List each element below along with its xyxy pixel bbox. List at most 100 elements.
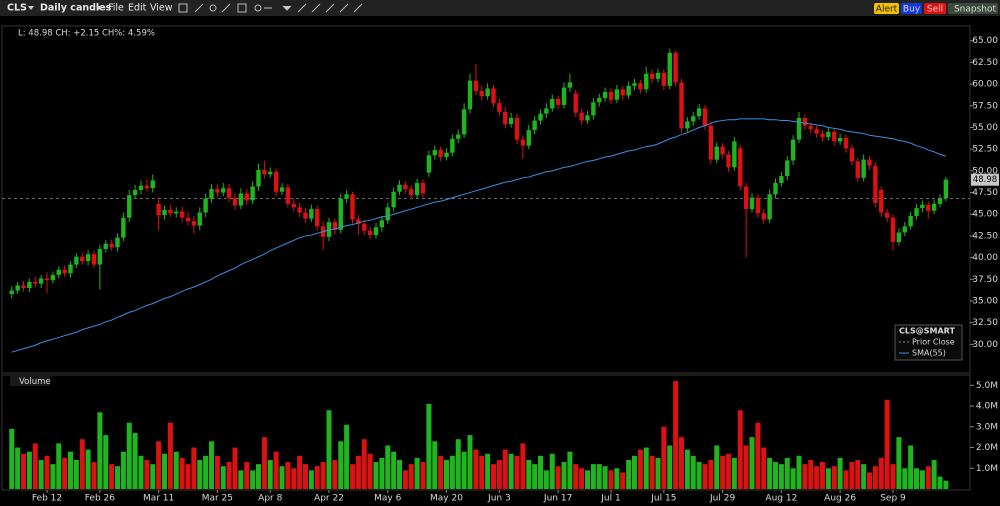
buy-button[interactable] [901, 3, 922, 14]
volume-bar [943, 480, 949, 489]
candle-body [491, 88, 496, 104]
candle-body [497, 103, 502, 112]
volume-bar [179, 457, 185, 489]
candle-body [538, 113, 543, 121]
dropdown-arrow[interactable] [96, 6, 102, 10]
candle-body [485, 88, 490, 97]
legend-prior-close[interactable]: Prior Close [912, 338, 955, 347]
candle-body [743, 186, 749, 210]
volume-bar [314, 466, 320, 489]
candle-body [567, 82, 573, 88]
x-tick-label: Jul 1 [600, 494, 620, 504]
sell-label[interactable]: Sell [927, 5, 943, 15]
volume-bar [62, 457, 68, 489]
volume-bar [367, 453, 373, 489]
menu-edit[interactable]: Edit [128, 3, 147, 14]
alert-button[interactable] [874, 3, 899, 14]
dropdown-arrow[interactable] [28, 6, 34, 10]
candle-body [68, 264, 73, 274]
candle-body [767, 194, 772, 220]
volume-bar [355, 455, 361, 489]
volume-bar [79, 439, 85, 489]
candle-body [397, 184, 402, 192]
y-tick-label: 60.00 [972, 80, 998, 90]
candle-body [409, 189, 414, 196]
snapshot-label[interactable]: Snapshot [954, 5, 997, 15]
snapshot-button[interactable] [948, 3, 998, 14]
volume-bar [191, 447, 197, 489]
candle-body [673, 52, 678, 83]
candle-body [62, 269, 67, 274]
candle-body [209, 189, 214, 199]
candle-body [632, 83, 637, 86]
period[interactable]: Daily candles [40, 3, 112, 14]
alert-label[interactable]: Alert [876, 5, 898, 15]
candle-body [91, 254, 97, 265]
candle-body [937, 198, 943, 204]
sell-button[interactable] [924, 3, 946, 14]
candle-body [514, 117, 520, 140]
volume-bar [402, 470, 408, 489]
candle-body [432, 150, 437, 156]
candle-body [808, 125, 813, 130]
volume-bar [479, 455, 485, 489]
candle-body [85, 254, 91, 262]
volume-bar [585, 470, 590, 489]
tool-icons[interactable] [178, 3, 363, 13]
volume-bar [167, 422, 173, 489]
candle-body [38, 278, 44, 284]
candle-body [820, 133, 825, 138]
volume-bar [379, 457, 385, 489]
legend-sma[interactable]: SMA(55) [912, 349, 946, 358]
candle-body [9, 290, 14, 295]
candle-body [297, 207, 302, 213]
toolbar [0, 0, 1000, 16]
candle-body [773, 183, 778, 195]
volume-bar [937, 476, 943, 489]
volume-bar [491, 464, 496, 489]
x-tick-label: Jun 17 [543, 494, 572, 504]
volume-bar [784, 457, 790, 489]
y-tick-label: 50.00 [972, 166, 998, 176]
candle-body [168, 209, 173, 214]
volume-bar [26, 451, 32, 489]
volume-bar [590, 464, 596, 489]
candle-body [426, 155, 432, 173]
menu-file[interactable]: File [108, 3, 124, 14]
candle-body [150, 180, 155, 189]
volume-bar [679, 437, 684, 489]
candle-body [720, 146, 725, 155]
volume-bar [120, 451, 126, 489]
x-tick-label: Jul 29 [709, 494, 735, 504]
volume-bar [461, 451, 467, 489]
candle-body [626, 85, 631, 96]
price-info: L: 48.98 CH: +2.15 CH%: 4.59% [18, 29, 155, 39]
candle-body [356, 219, 361, 224]
volume-bar [173, 451, 179, 489]
volume-bar [438, 455, 444, 489]
volume-bar [338, 441, 344, 489]
candle-body [232, 197, 238, 206]
candle-body [250, 186, 255, 201]
volume-bar [790, 468, 796, 489]
buy-label[interactable]: Buy [903, 5, 921, 15]
volume-bar [867, 472, 872, 489]
volume-bar [661, 426, 667, 489]
candle-body [550, 98, 555, 109]
menu-view[interactable]: View [150, 3, 173, 14]
volume-bar [655, 457, 661, 489]
volume-bar [485, 453, 491, 489]
volume-bar [714, 445, 720, 489]
volume-bar [890, 464, 896, 489]
legend [894, 324, 963, 361]
volume-bar [73, 459, 79, 489]
candle-body [174, 211, 179, 214]
volume-bar [520, 443, 526, 489]
candle-body [902, 226, 907, 233]
symbol[interactable]: CLS [7, 3, 27, 14]
volume-bar [608, 470, 614, 489]
candle-body [890, 217, 896, 243]
volume-bar [426, 403, 432, 489]
candle-body [461, 109, 467, 135]
